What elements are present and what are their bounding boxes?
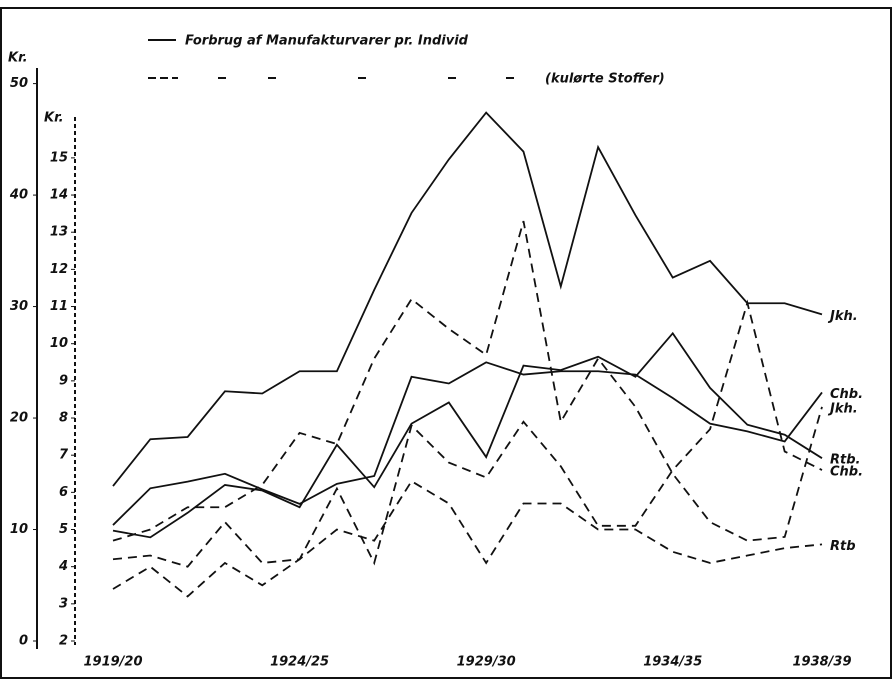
x-tick-label: 1929/30 [457, 655, 516, 670]
series-line [112, 361, 823, 526]
series-label: Jkh. [827, 401, 858, 416]
y2-tick-label: 3 [59, 596, 68, 611]
y-tick-label: 20 [10, 411, 28, 426]
legend-text: (kulørte Stoffer) [545, 72, 665, 87]
x-tick-label: 1919/20 [83, 655, 142, 670]
y2-tick-label: 15 [50, 150, 68, 165]
y2-axis-label: Kr. [44, 111, 64, 126]
y2-tick-label: 9 [59, 373, 68, 388]
series-line [112, 299, 823, 568]
y-tick-label: 30 [10, 299, 28, 314]
x-tick-label: 1924/25 [270, 655, 329, 670]
series-label: Jkh. [827, 309, 858, 324]
x-tick-label: 1934/35 [643, 655, 702, 670]
series-line [112, 331, 823, 539]
y-tick-label: 40 [9, 188, 28, 203]
y2-tick-label: 6 [59, 485, 68, 500]
y2-tick-label: 8 [59, 411, 68, 426]
frame [0, 7, 892, 679]
series-label: Chb. [830, 465, 863, 480]
series-line [112, 220, 823, 542]
y2-tick-label: 2 [59, 634, 68, 649]
y-tick-label: 0 [19, 634, 28, 649]
legend-text: Forbrug af Manufakturvarer pr. Individ [185, 34, 469, 49]
x-tick-label: 1938/39 [792, 655, 851, 670]
y2-tick-label: 14 [50, 188, 68, 203]
series-label: Chb. [830, 387, 863, 402]
y2-tick-label: 4 [58, 559, 68, 574]
series-label: Rtb [830, 539, 856, 554]
y2-tick-label: 12 [50, 262, 68, 277]
y2-tick-label: 13 [50, 225, 68, 240]
series-label: Rtb. [830, 453, 860, 468]
y2-tick-label: 7 [59, 448, 69, 463]
y2-tick-label: 11 [50, 299, 68, 314]
series-line [112, 479, 823, 598]
y2-tick-label: 5 [59, 522, 68, 537]
y-tick-label: 10 [10, 522, 28, 537]
y-axis-label: Kr. [8, 51, 28, 66]
y-tick-label: 50 [10, 76, 28, 91]
series-line [112, 111, 823, 487]
y2-tick-label: 10 [50, 336, 68, 351]
